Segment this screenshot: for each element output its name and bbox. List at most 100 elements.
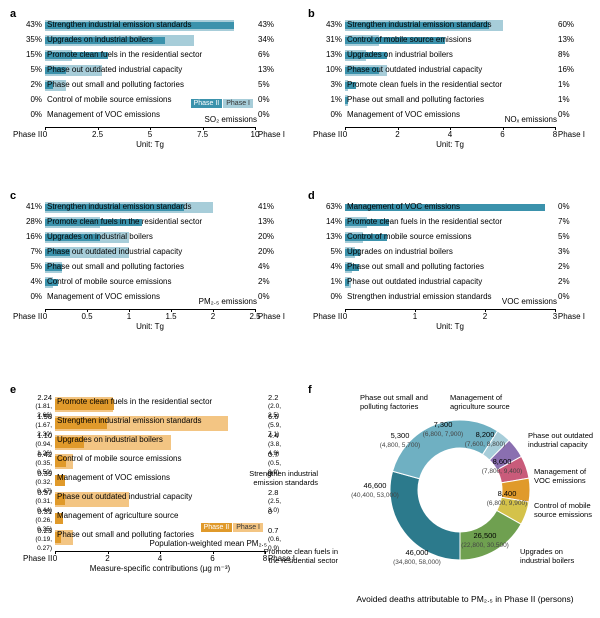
bar-label: Management of VOC emissions xyxy=(47,110,160,119)
bar-row: Upgrades on industrial boilers5%3% xyxy=(345,245,555,260)
bar-row: Phase out small and polluting factories4… xyxy=(345,260,555,275)
x-tick-mark xyxy=(45,127,46,130)
pct-phase2: 13% xyxy=(326,50,342,59)
panel-d: Management of VOC emissions63%0%Promote … xyxy=(345,200,555,340)
bar-label: Promote clean fuels in the residential s… xyxy=(57,397,212,406)
bar-label: Phase out small and polluting factories xyxy=(57,530,194,539)
pct-phase2: 3% xyxy=(330,80,342,89)
donut-value: 8,400(6,800, 9,900) xyxy=(477,490,537,507)
bar-label: Phase out small and polluting factories xyxy=(347,95,484,104)
bar-label: Strengthen industrial emission standards xyxy=(57,416,202,425)
bar-row: Phase out small and polluting factories1… xyxy=(345,93,555,108)
x-tick-mark xyxy=(213,551,214,554)
legend: Phase IIPhase I xyxy=(201,523,263,532)
bar-label: Control of mobile source emissions xyxy=(347,35,472,44)
x-tick: 2 xyxy=(205,312,221,321)
x-tick-mark xyxy=(255,309,256,312)
legend: Phase IIPhase I xyxy=(191,99,253,108)
bar-row: Promote clean fuels in the residential s… xyxy=(345,78,555,93)
donut-value: 46,600(40,400, 53,000) xyxy=(345,482,405,499)
bar-label: Upgrades on industrial boilers xyxy=(47,35,153,44)
x-tick: 6 xyxy=(205,554,221,563)
x-tick: 4 xyxy=(152,554,168,563)
pct-phase2: 1% xyxy=(330,277,342,286)
pct-phase1: 0% xyxy=(258,292,270,301)
pct-phase2: 31% xyxy=(326,35,342,44)
x-tick-mark xyxy=(415,309,416,312)
panel-title: VOC emissions xyxy=(502,297,557,306)
bar-label: Phase out outdated industrial capacity xyxy=(47,65,182,74)
bar-label: Management of VOC emissions xyxy=(347,202,460,211)
x-unit: Measure-specific contributions (µg m⁻³) xyxy=(55,564,265,573)
donut-label: Upgrades onindustrial boilers xyxy=(520,548,600,565)
x-tick: 2 xyxy=(100,554,116,563)
pct-phase1: 1% xyxy=(558,80,570,89)
pct-phase1: 34% xyxy=(258,35,274,44)
pct-phase1: 0% xyxy=(258,110,270,119)
pct-phase2: 43% xyxy=(326,20,342,29)
e-right: 0 xyxy=(268,508,272,516)
panel-a: Strengthen industrial emission standards… xyxy=(45,18,255,158)
bar-row: Phase out outdated industrial capacity7%… xyxy=(45,245,255,260)
x-tick: 5 xyxy=(142,130,158,139)
x-tick: 4 xyxy=(442,130,458,139)
pct-phase1: 0% xyxy=(258,95,270,104)
pct-phase2: 15% xyxy=(26,50,42,59)
bar-row: Upgrades on industrial boilers16%20% xyxy=(45,230,255,245)
phase2-label: Phase II xyxy=(13,130,42,168)
bar-label: Control of mobile source emissions xyxy=(347,232,472,241)
bar-row: Upgrades on industrial boilers1.10(0.94,… xyxy=(55,433,265,452)
pct-phase2: 2% xyxy=(30,80,42,89)
bar-row: Promote clean fuels in the residential s… xyxy=(55,395,265,414)
phase2-label: Phase II xyxy=(313,130,342,168)
bar-label: Upgrades on industrial boilers xyxy=(47,232,153,241)
x-tick: 2 xyxy=(477,312,493,321)
pct-phase1: 5% xyxy=(258,80,270,89)
panel-c: Strengthen industrial emission standards… xyxy=(45,200,255,340)
bar-label: Control of mobile source emissions xyxy=(47,95,172,104)
x-tick-mark xyxy=(108,551,109,554)
bar-label: Upgrades on industrial boilers xyxy=(57,435,163,444)
pct-phase1: 0% xyxy=(558,292,570,301)
pct-phase1: 5% xyxy=(558,232,570,241)
pct-phase1: 43% xyxy=(258,20,274,29)
x-tick: 1 xyxy=(407,312,423,321)
pct-phase1: 60% xyxy=(558,20,574,29)
pct-phase2: 28% xyxy=(26,217,42,226)
pct-phase1: 13% xyxy=(558,35,574,44)
bar-label: Strengthen industrial emission standards xyxy=(347,292,492,301)
bar-label: Upgrades on industrial boilers xyxy=(347,50,453,59)
x-tick-mark xyxy=(555,127,556,130)
bar-label: Management of VOC emissions xyxy=(47,292,160,301)
x-tick-mark xyxy=(98,127,99,130)
bar-row: Phase out small and polluting factories5… xyxy=(45,260,255,275)
panel-a-label: a xyxy=(10,8,16,20)
x-tick: 1 xyxy=(121,312,137,321)
bar-row: Control of mobile source emissions31%13% xyxy=(345,33,555,48)
bar-label: Phase out outdated industrial capacity xyxy=(57,492,192,501)
panel-e-label: e xyxy=(10,384,16,396)
pct-phase2: 43% xyxy=(26,20,42,29)
panel-c-label: c xyxy=(10,190,16,202)
bar-row: Strengthen industrial emission standards… xyxy=(45,200,255,215)
x-tick-mark xyxy=(150,127,151,130)
panel-d-label: d xyxy=(308,190,315,202)
bar-label: Phase out outdated industrial capacity xyxy=(47,247,182,256)
pct-phase2: 5% xyxy=(30,65,42,74)
donut-label: Promote clean fuels inthe residential se… xyxy=(228,548,338,565)
bar-label: Control of mobile source emissions xyxy=(57,454,182,463)
donut-value: 46,000(34,800, 58,000) xyxy=(387,549,447,566)
pct-phase2: 0% xyxy=(30,110,42,119)
donut-label: Management ofVOC emissions xyxy=(534,468,600,485)
x-axis xyxy=(45,309,255,310)
bar-row: Upgrades on industrial boilers13%8% xyxy=(345,48,555,63)
bar-label: Strengthen industrial emission standards xyxy=(47,20,192,29)
bar-row: Upgrades on industrial boilers35%34% xyxy=(45,33,255,48)
bar-label: Management of agriculture source xyxy=(57,511,178,520)
pct-phase1: 41% xyxy=(258,202,274,211)
pct-phase1: 1% xyxy=(558,95,570,104)
phase2-label: Phase II xyxy=(13,312,42,350)
x-tick-mark xyxy=(345,309,346,312)
x-tick-mark xyxy=(160,551,161,554)
bar-label: Promote clean fuels in the residential s… xyxy=(347,217,502,226)
